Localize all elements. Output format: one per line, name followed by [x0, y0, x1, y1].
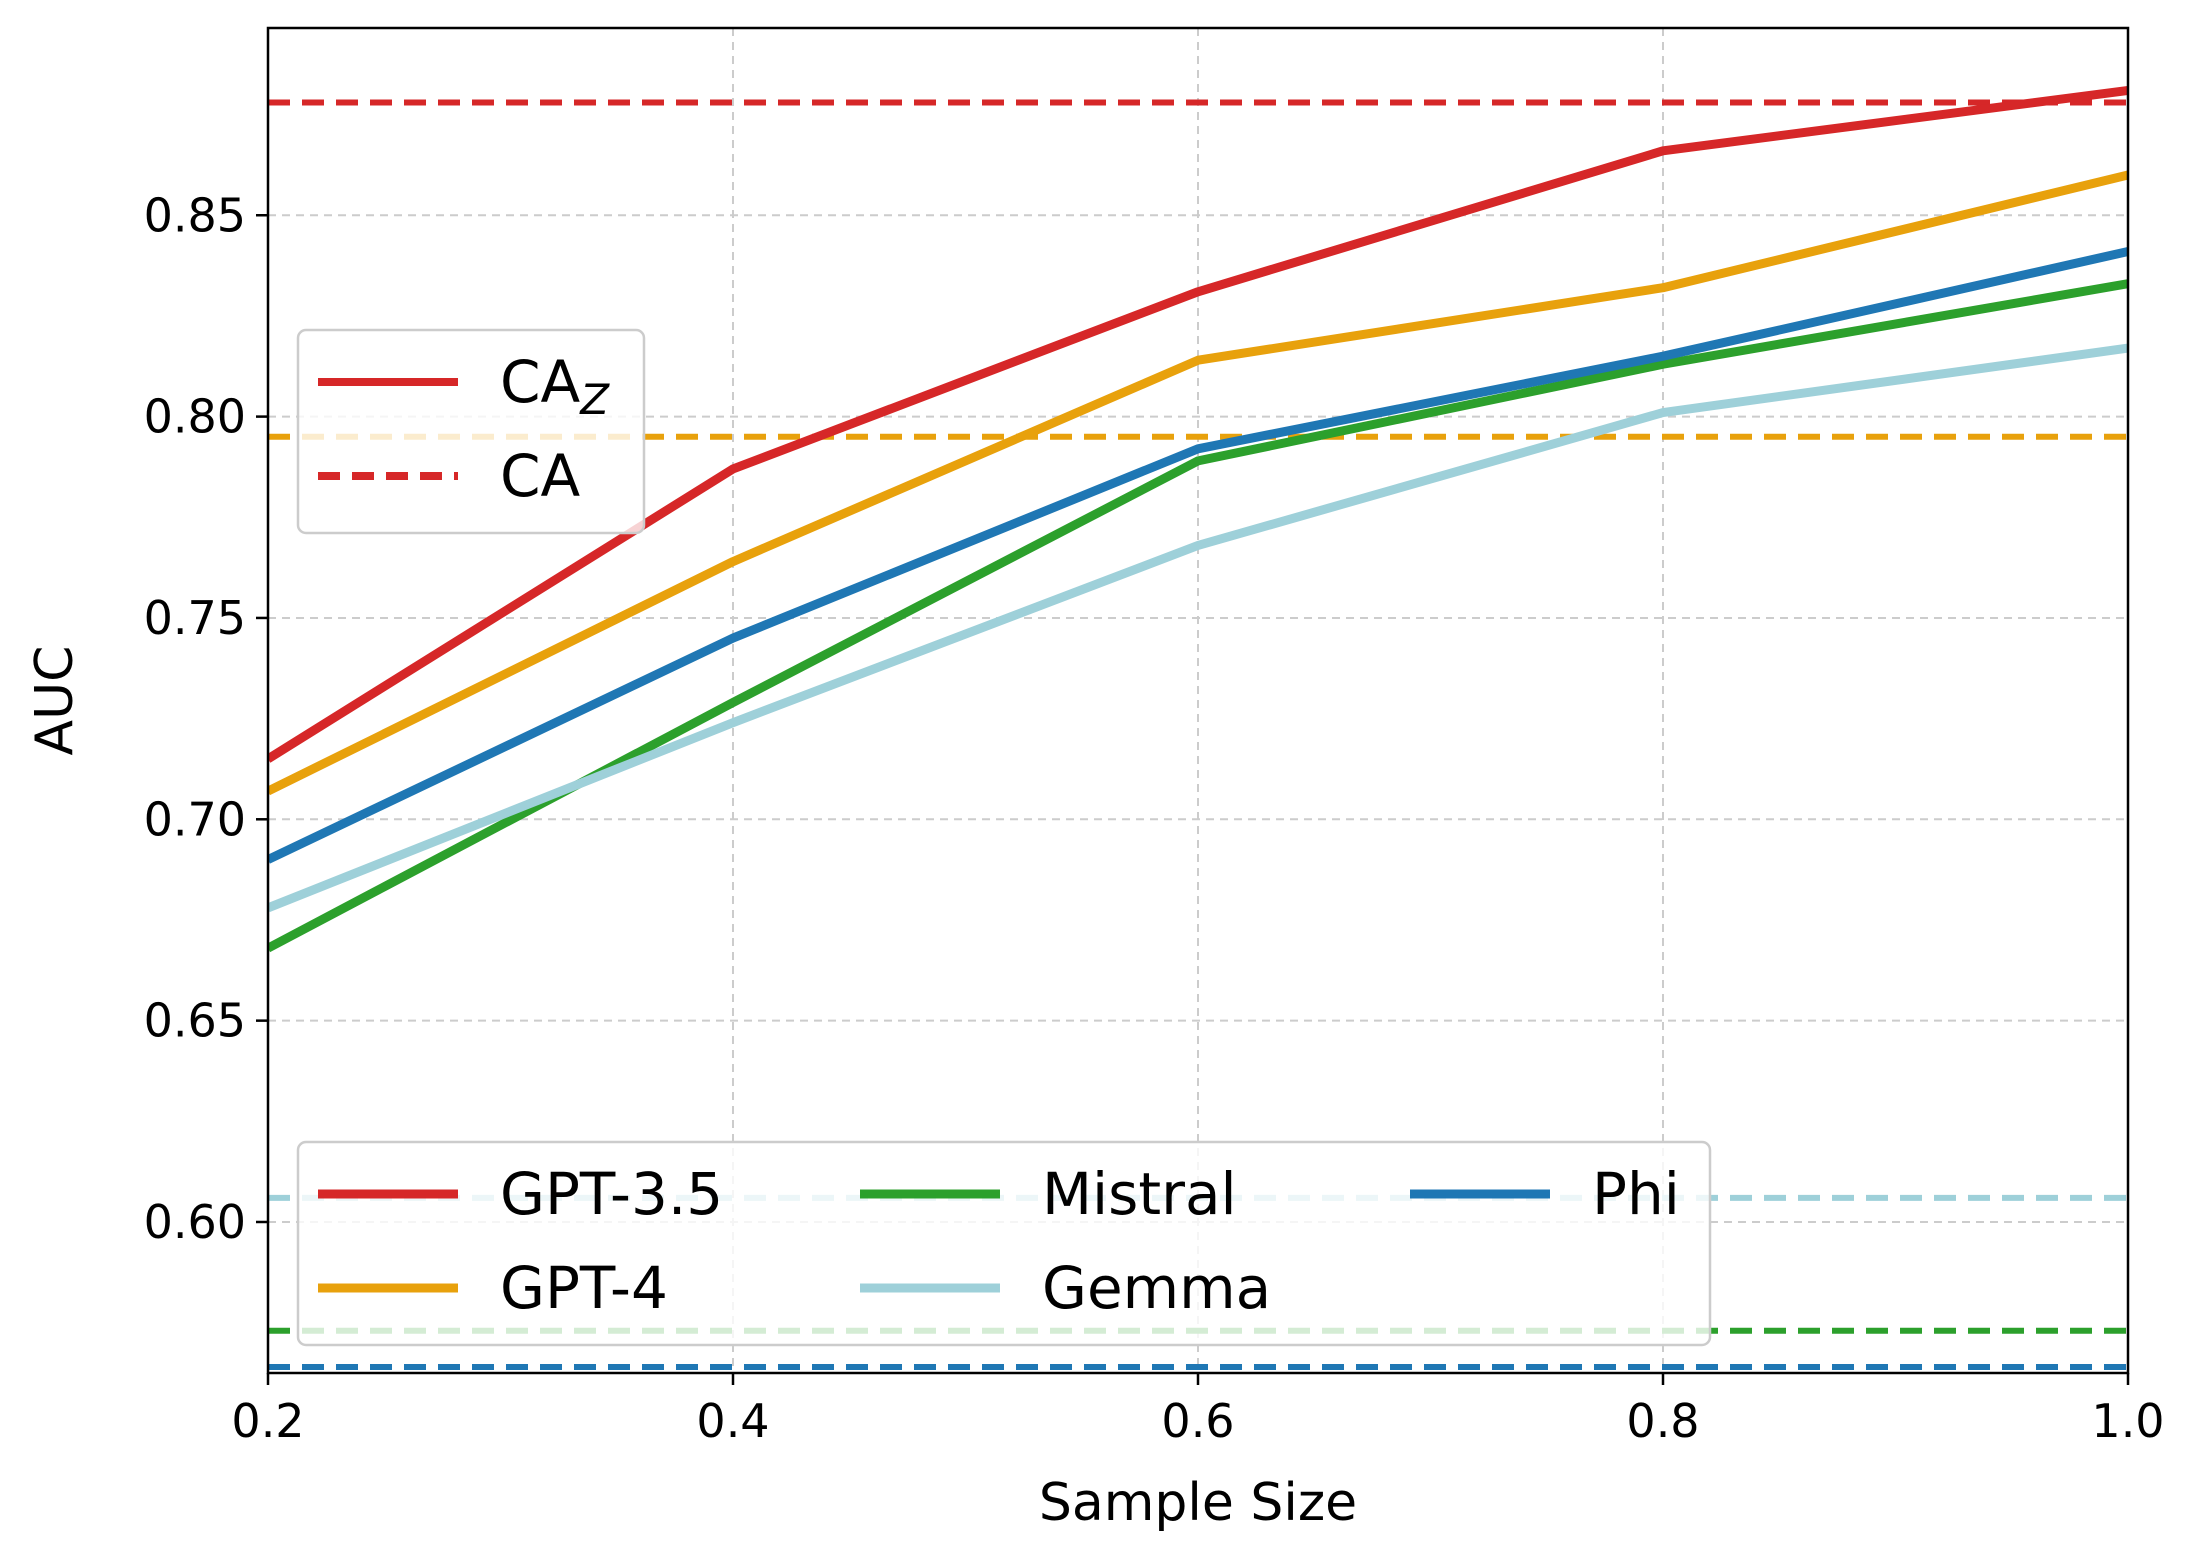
series-line-layer: [268, 85, 2128, 953]
y-tick-label: 0.60: [144, 1195, 246, 1249]
series-line-gemma: [268, 343, 2128, 913]
legend-label-mistral: Mistral: [1042, 1160, 1237, 1228]
tick-layer: 0.2 0.4 0.6 0.8 1.0 0.60 0.65 0.70 0.75 0.80 0.85: [144, 188, 2165, 1448]
series-legend-box: [296, 1140, 1712, 1347]
legend-label-gpt4: GPT-4: [500, 1254, 668, 1322]
series-line-gpt35: [268, 85, 2128, 763]
legend-label-ca-z-main: CA: [500, 348, 580, 416]
legend-label-gpt35: GPT-3.5: [500, 1160, 723, 1228]
x-tick-label: 0.4: [696, 1394, 769, 1448]
legend-label-ca-z-subscript: Z: [579, 375, 610, 424]
series-line-gpt4: [268, 170, 2128, 796]
legend-label-ca: CA: [500, 442, 580, 510]
y-tick-label: 0.65: [144, 994, 246, 1048]
style-legend-box: [296, 328, 646, 535]
series-legend: GPT-3.5 GPT-4 Mistral Gemma Phi: [296, 1140, 1712, 1347]
legend-label-phi: Phi: [1592, 1160, 1680, 1228]
x-tick-label: 1.0: [2091, 1394, 2164, 1448]
x-tick-label: 0.6: [1161, 1394, 1234, 1448]
series-line-phi: [268, 247, 2128, 864]
x-tick-label: 0.8: [1626, 1394, 1699, 1448]
y-axis-label: AUC: [25, 646, 85, 756]
y-tick-label: 0.85: [144, 188, 246, 242]
y-tick-label: 0.80: [144, 390, 246, 444]
legend-label-gemma: Gemma: [1042, 1254, 1271, 1322]
legend-label-ca-z: CAZ: [500, 348, 610, 424]
y-tick-label: 0.70: [144, 792, 246, 846]
style-legend: CAZ CA: [296, 328, 646, 535]
y-tick-label: 0.75: [144, 591, 246, 645]
x-axis-label: Sample Size: [1039, 1473, 1357, 1533]
x-tick-label: 0.2: [231, 1394, 304, 1448]
series-legend-items: GPT-3.5 GPT-4 Mistral Gemma Phi: [318, 1160, 1680, 1322]
